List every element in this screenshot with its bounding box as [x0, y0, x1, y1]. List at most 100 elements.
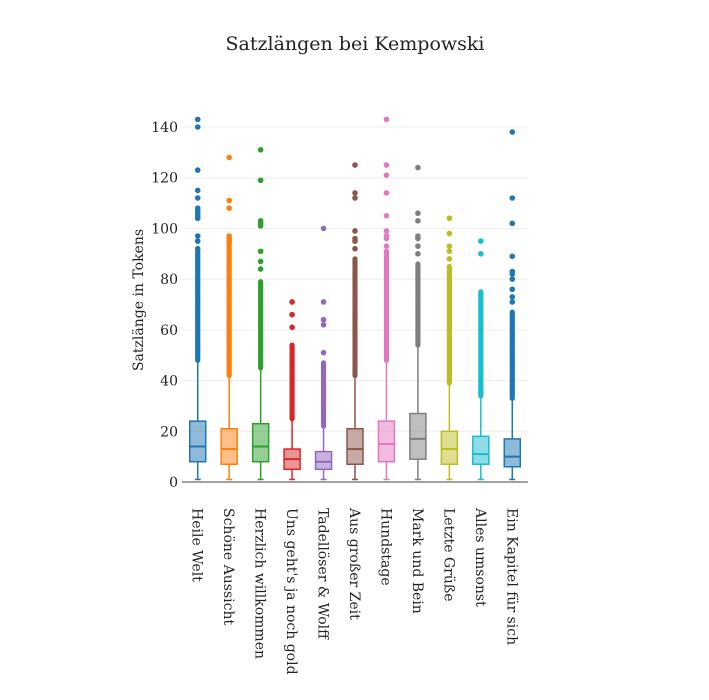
outlier-point: [194, 187, 201, 194]
outlier-point: [289, 299, 295, 305]
outlier-point: [509, 286, 516, 293]
outlier-point: [478, 250, 484, 257]
outlier-point: [226, 154, 232, 161]
outlier-point: [446, 256, 453, 262]
y-tick-label: 60: [160, 323, 178, 339]
outlier-point: [478, 238, 484, 244]
outlier-point: [352, 195, 358, 201]
outlier-cloud: [352, 256, 358, 379]
x-category-label: Heile Welt: [189, 508, 205, 582]
outlier-cloud: [383, 248, 390, 363]
x-category-label: Hundstage: [377, 508, 393, 586]
outlier-point: [415, 261, 421, 267]
outlier-point: [446, 263, 452, 270]
outlier-point: [257, 248, 264, 255]
iqr-box: [314, 450, 333, 471]
outlier-point: [320, 349, 327, 356]
outlier-point: [446, 215, 453, 222]
y-tick-label: 140: [151, 120, 178, 136]
outlier-cloud: [446, 263, 452, 386]
outlier-point: [509, 253, 516, 260]
outlier-point: [383, 116, 390, 123]
x-category-label: Ein Kapitel für sich: [503, 508, 519, 645]
outlier-point: [446, 230, 453, 237]
box-9: [440, 215, 459, 481]
box-6: [346, 162, 364, 481]
outlier-point: [509, 299, 516, 305]
outlier-point: [194, 124, 201, 130]
outlier-point: [509, 294, 516, 300]
chart-title: Satzlängen bei Kempowski: [226, 33, 485, 55]
outlier-point: [257, 266, 264, 272]
iqr-box: [188, 420, 207, 463]
outlier-point: [226, 233, 232, 239]
y-tick-label: 0: [169, 475, 178, 491]
outlier-point: [415, 250, 421, 257]
outlier-point: [415, 218, 421, 224]
outlier-point: [257, 177, 264, 184]
y-tick-label: 20: [160, 424, 178, 440]
outlier-point: [194, 245, 201, 252]
outlier-point: [257, 258, 264, 265]
outlier-point: [415, 164, 421, 171]
x-category-label: Schöne Aussicht: [220, 508, 236, 625]
outlier-point: [509, 129, 516, 135]
outlier-point: [509, 220, 516, 227]
x-category-label: Alles umsonst: [472, 507, 488, 607]
outlier-point: [257, 147, 264, 153]
outlier-point: [509, 309, 515, 315]
y-axis: 0 20 40 60 80 100 120 140: [151, 120, 178, 491]
outlier-point: [383, 233, 390, 239]
outlier-cloud: [289, 342, 295, 422]
box-1: [188, 116, 207, 481]
outlier-cloud: [258, 279, 264, 371]
outlier-point: [383, 212, 390, 219]
outlier-point: [352, 235, 358, 242]
iqr-box: [409, 412, 427, 460]
x-axis-category-labels: Heile Welt Schöne Aussicht Herzlich willko…: [189, 507, 520, 675]
outlier-point: [194, 167, 201, 173]
outlier-point: [383, 228, 390, 234]
outlier-point: [478, 289, 484, 295]
outlier-point: [383, 190, 390, 196]
outlier-point: [509, 268, 516, 275]
outlier-point: [289, 311, 295, 318]
x-category-label: Letzte Grüße: [440, 508, 456, 601]
outlier-point: [383, 172, 390, 178]
outlier-point: [352, 190, 358, 196]
outlier-point: [320, 299, 327, 305]
outlier-point: [289, 342, 295, 348]
outlier-point: [194, 205, 201, 211]
outlier-point: [289, 324, 295, 331]
outlier-point: [415, 210, 421, 217]
x-category-label: Mark und Bein: [409, 508, 425, 614]
y-axis-label: Satzlänge in Tokens: [131, 229, 147, 371]
outlier-point: [509, 195, 516, 201]
box-5: [314, 225, 333, 481]
outlier-point: [383, 248, 390, 254]
box-series: [188, 116, 522, 481]
x-category-label: Aus großer Zeit: [346, 507, 362, 620]
outlier-point: [415, 243, 421, 249]
outlier-cloud: [195, 248, 201, 363]
y-tick-label: 40: [160, 374, 178, 390]
outlier-point: [352, 162, 358, 168]
outlier-point: [320, 316, 327, 323]
box-4: [283, 299, 301, 481]
outlier-point: [258, 279, 264, 285]
y-tick-label: 80: [160, 272, 178, 288]
box-3: [251, 147, 270, 481]
box-8: [409, 164, 427, 481]
outlier-point: [194, 238, 201, 244]
outlier-cloud: [509, 309, 515, 401]
iqr-box: [251, 422, 270, 463]
x-category-label: Herzlich willkommen: [252, 508, 268, 659]
outlier-point: [446, 248, 453, 255]
outlier-point: [446, 243, 453, 249]
x-category-label: Tadellöser & Wolff: [315, 508, 331, 640]
iqr-box: [503, 438, 522, 468]
outlier-point: [194, 195, 201, 201]
outlier-point: [194, 233, 201, 239]
outlier-point: [415, 233, 421, 239]
